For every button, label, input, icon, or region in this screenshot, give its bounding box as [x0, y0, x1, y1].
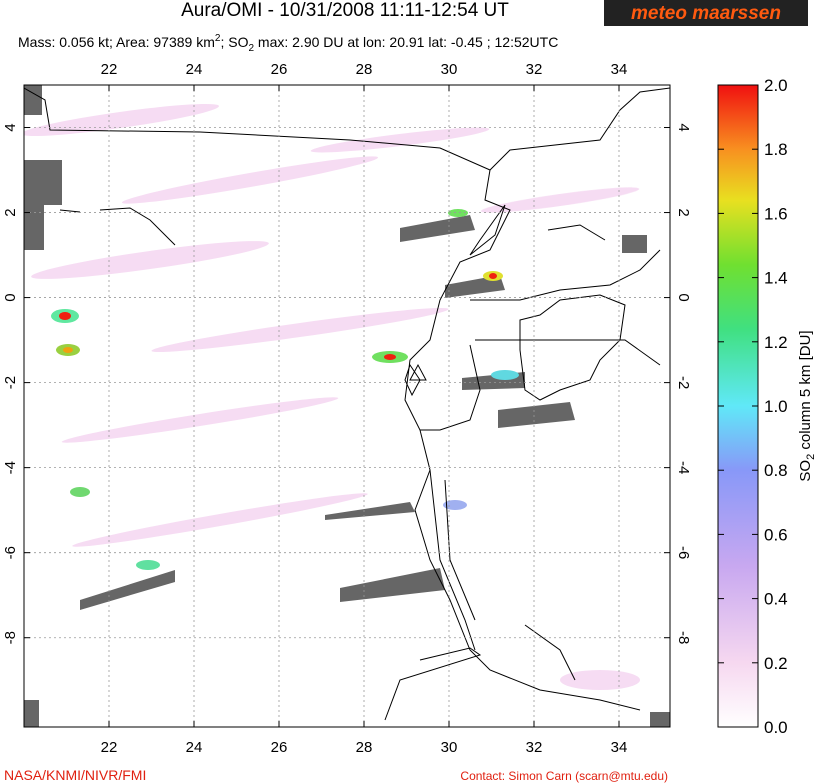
colorbar-tick-label: 0.2 [764, 654, 788, 673]
lon-tick-label: 32 [526, 739, 543, 756]
so2-hotspots [51, 209, 519, 570]
lon-tick-label: 24 [186, 61, 203, 78]
lon-tick-label: 26 [271, 61, 288, 78]
colorbar-tick-label: 0.0 [764, 718, 788, 737]
subtitle-text: ; SO [220, 34, 248, 50]
volcano-marker [409, 363, 427, 381]
map-background [24, 85, 670, 727]
colorbar-label: SO2 column 5 km [DU] [797, 330, 816, 481]
colorbar-tick-label: 0.8 [764, 461, 788, 480]
lon-tick-label: 34 [611, 739, 628, 756]
lat-tick-label: 2 [675, 208, 692, 216]
lat-tick-label: -2 [675, 376, 692, 389]
lon-tick-label: 30 [441, 61, 458, 78]
colorbar-label-text: SO [797, 460, 814, 482]
subscript: 2 [248, 43, 254, 54]
no-data-patches [24, 85, 670, 727]
colorbar-label-text: column 5 km [DU] [797, 330, 814, 453]
lat-tick-label: -8 [675, 631, 692, 644]
lon-tick-label: 28 [356, 739, 373, 756]
title: Aura/OMI - 10/31/2008 11:11-12:54 UT [181, 0, 509, 21]
subscript: 2 [805, 454, 816, 460]
graticule [24, 85, 670, 727]
colorbar [717, 84, 759, 728]
lon-tick-label: 22 [101, 61, 118, 78]
lat-tick-label: 4 [2, 123, 19, 131]
lon-tick-label: 24 [186, 739, 203, 756]
subtitle-text: Mass: 0.056 kt; Area: 97389 km [18, 34, 215, 50]
lat-tick-label: -2 [2, 376, 19, 389]
boundaries [24, 87, 670, 721]
lon-tick-label: 28 [356, 61, 373, 78]
colorbar-tick-label: 1.4 [764, 269, 788, 288]
logo: meteo maarssen [631, 3, 781, 24]
lon-tick-label: 32 [526, 61, 543, 78]
lat-tick-label: -6 [2, 546, 19, 559]
lon-tick-label: 34 [611, 61, 628, 78]
lat-tick-label: 0 [2, 293, 19, 301]
so2-haze [24, 103, 640, 690]
subtitle-text: max: 2.90 DU at lon: 20.91 lat: -0.45 ; … [254, 34, 558, 50]
logo-box [604, 0, 808, 26]
lat-tick-label: -6 [675, 546, 692, 559]
subtitle: Mass: 0.056 kt; Area: 97389 km2; SO2 max… [18, 33, 558, 54]
colorbar-tick-label: 1.0 [764, 397, 788, 416]
superscript: 2 [215, 33, 221, 44]
lat-tick-label: 0 [675, 293, 692, 301]
lon-tick-label: 30 [441, 739, 458, 756]
map-field [24, 85, 670, 727]
footer-credit: NASA/KNMI/NIVR/FMI [4, 767, 146, 783]
lat-tick-label: -4 [2, 461, 19, 474]
lat-tick-label: 2 [2, 208, 19, 216]
lon-tick-label: 26 [271, 739, 288, 756]
lat-tick-label: -8 [2, 631, 19, 644]
colorbar-tick-label: 1.8 [764, 140, 788, 159]
colorbar-tick-label: 1.2 [764, 333, 788, 352]
colorbar-tick-label: 0.6 [764, 525, 788, 544]
lon-tick-label: 22 [101, 739, 118, 756]
colorbar-tick-label: 0.4 [764, 590, 788, 609]
colorbar-tick-label: 2.0 [764, 76, 788, 95]
footer-contact: Contact: Simon Carn (scarn@mtu.edu) [460, 769, 668, 783]
colorbar-tick-label: 1.6 [764, 204, 788, 223]
lat-tick-label: 4 [675, 123, 692, 131]
lat-tick-label: -4 [675, 461, 692, 474]
map-frame [23, 84, 671, 728]
